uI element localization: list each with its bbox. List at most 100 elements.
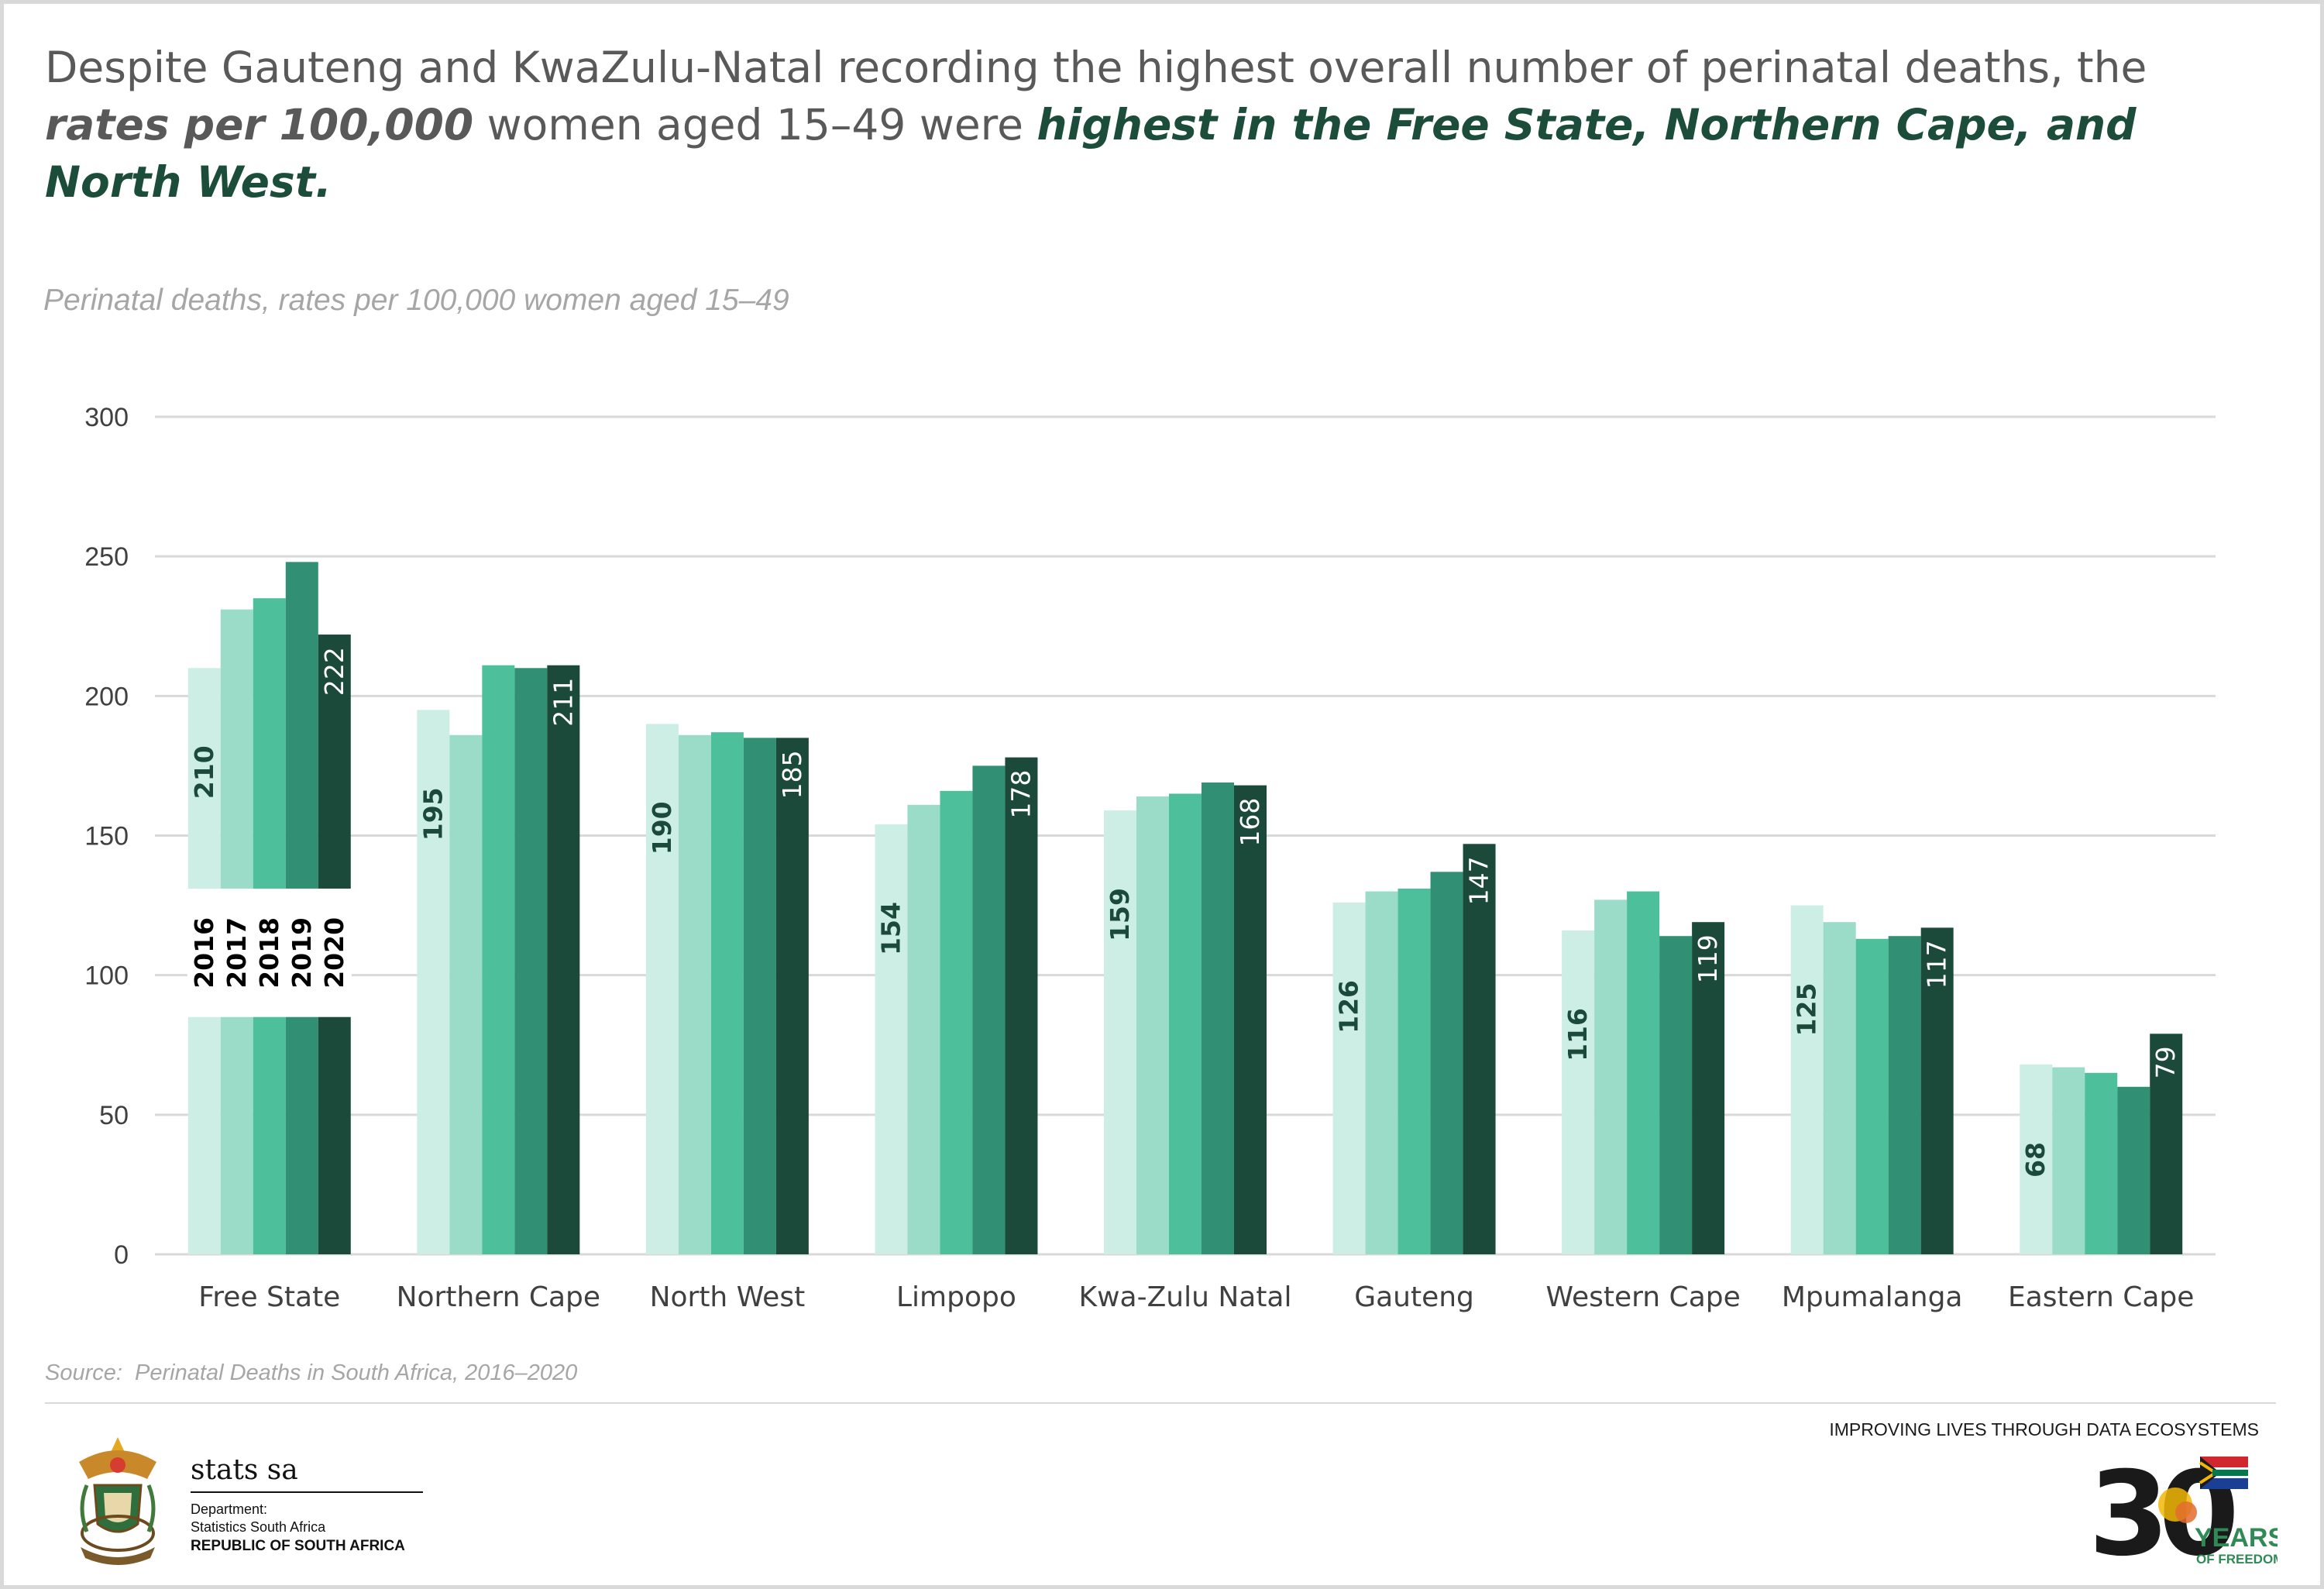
headline-emphasis-rates: rates per 100,000	[45, 100, 474, 150]
bar-2017	[1823, 922, 1856, 1254]
bar-2019	[743, 738, 776, 1254]
legend-label-2019: 2019	[287, 917, 317, 989]
bar-2019	[2117, 1086, 2150, 1254]
bar-2016	[2020, 1064, 2053, 1254]
bar-2016	[417, 710, 450, 1254]
bar-2020	[1920, 927, 1954, 1254]
data-label-2020: 211	[548, 678, 578, 727]
bar-2017	[907, 804, 940, 1254]
data-label-2020: 185	[777, 750, 807, 799]
headline-part-2: women aged 15–49 were	[473, 100, 1037, 150]
bar-2019	[972, 765, 1006, 1254]
data-label-2020: 168	[1235, 798, 1265, 847]
bar-2018	[1855, 938, 1889, 1254]
y-tick-label: 100	[84, 961, 129, 991]
bar-2020	[1463, 844, 1496, 1254]
x-category-label: Gauteng	[1354, 1281, 1474, 1313]
bar-2018	[1169, 793, 1202, 1254]
bar-2017	[1594, 899, 1628, 1254]
bar-2020	[1234, 785, 1267, 1254]
headline: Despite Gauteng and KwaZulu-Natal record…	[45, 39, 2276, 211]
x-category-label: Western Cape	[1545, 1281, 1740, 1313]
x-category-label: Kwa-Zulu Natal	[1078, 1281, 1291, 1313]
brand-country: REPUBLIC OF SOUTH AFRICA	[191, 1538, 405, 1554]
legend-label-2018: 2018	[254, 917, 284, 989]
data-label-2020: 178	[1006, 770, 1036, 819]
bar-2020	[547, 665, 580, 1254]
x-category-label: Eastern Cape	[2008, 1281, 2194, 1313]
bar-2019	[1659, 936, 1693, 1254]
data-label-2016: 126	[1334, 980, 1364, 1034]
data-label-2020: 222	[319, 647, 349, 696]
x-category-label: Free State	[198, 1281, 340, 1313]
chart-subtitle: Perinatal deaths, rates per 100,000 wome…	[43, 284, 789, 317]
x-category-label: Limpopo	[896, 1281, 1016, 1313]
bar-2018	[1397, 888, 1431, 1254]
bar-2020	[775, 738, 809, 1254]
coat-of-arms-icon	[79, 1437, 156, 1565]
bar-chart: 0 50 100 150 200 250 300 2016 2017 2018 2019 2020 21…	[84, 403, 2216, 1313]
y-tick-label: 50	[99, 1101, 129, 1130]
bar-2018	[482, 665, 515, 1254]
bar-2017	[449, 734, 483, 1254]
bar-2018	[940, 790, 973, 1254]
headline-emphasis-provinces: highest in the Free State, Northern Cape…	[45, 100, 2137, 207]
data-label-2016: 68	[2020, 1142, 2051, 1178]
tagline: IMPROVING LIVES THROUGH DATA ECOSYSTEMS	[1829, 1419, 2259, 1439]
stats-sa-branding: stats sa Department: Statistics South Afr…	[45, 1414, 440, 1577]
data-label-2016: 125	[1792, 983, 1822, 1037]
anniversary-word-freedom: OF FREEDOM	[2196, 1552, 2278, 1567]
bar-2017	[1136, 796, 1169, 1254]
bar-2017	[2052, 1067, 2085, 1254]
brand-department-line-1: Department:	[191, 1501, 268, 1517]
bar-2016	[1562, 930, 1595, 1254]
bar-2016	[875, 824, 908, 1254]
footer-divider	[45, 1402, 2276, 1404]
bar-2016	[1790, 905, 1824, 1254]
x-category-label: Mpumalanga	[1782, 1281, 1963, 1313]
bar-2019	[514, 668, 548, 1254]
bar-2018	[710, 732, 744, 1254]
legend-label-2017: 2017	[222, 917, 252, 989]
bar-2020	[2150, 1034, 2183, 1254]
bar-2020	[1692, 922, 1725, 1254]
brand-name: stats sa	[191, 1454, 298, 1486]
y-tick-label: 300	[84, 403, 129, 432]
bar-2018	[1627, 891, 1660, 1254]
legend-label-2016: 2016	[189, 917, 219, 989]
bar-2017	[1365, 891, 1398, 1254]
brand-rule	[191, 1491, 423, 1493]
x-category-label: Northern Cape	[397, 1281, 600, 1313]
data-label-2020: 147	[1464, 856, 1494, 905]
y-tick-label: 0	[114, 1240, 129, 1270]
data-label-2020: 117	[1922, 940, 1952, 989]
data-label-2016: 195	[418, 787, 448, 841]
data-label-2016: 116	[1563, 1008, 1593, 1061]
y-tick-label: 200	[84, 682, 129, 711]
headline-part-1: Despite Gauteng and KwaZulu-Natal record…	[45, 43, 2147, 92]
data-label-2016: 210	[189, 745, 219, 799]
data-label-2020: 79	[2150, 1046, 2181, 1078]
brand-department: Department: Statistics South Africa	[191, 1501, 325, 1536]
bar-2016	[1332, 902, 1366, 1254]
bar-2019	[1430, 872, 1463, 1254]
bar-2019	[1888, 936, 1921, 1254]
legend-label-2020: 2020	[319, 917, 349, 989]
y-tick-label: 250	[84, 542, 129, 572]
data-label-2016: 190	[647, 801, 677, 855]
anniversary-word-years: YEARS	[2195, 1523, 2278, 1553]
thirty-years-of-freedom-logo: 30 YEARS OF FREEDOM	[2089, 1447, 2278, 1579]
data-label-2020: 119	[1693, 934, 1723, 983]
data-label-2016: 154	[875, 902, 906, 955]
data-label-2016: 159	[1105, 888, 1135, 941]
brand-department-line-2: Statistics South Africa	[191, 1519, 326, 1535]
x-category-label: North West	[650, 1281, 806, 1313]
y-tick-label: 150	[84, 822, 129, 851]
bar-2019	[1202, 782, 1234, 1254]
bar-2016	[1104, 810, 1136, 1254]
bar-2017	[678, 734, 711, 1254]
bar-2020	[1005, 757, 1038, 1254]
source-note: Source: Perinatal Deaths in South Africa…	[45, 1360, 578, 1385]
bar-2016	[645, 724, 679, 1254]
